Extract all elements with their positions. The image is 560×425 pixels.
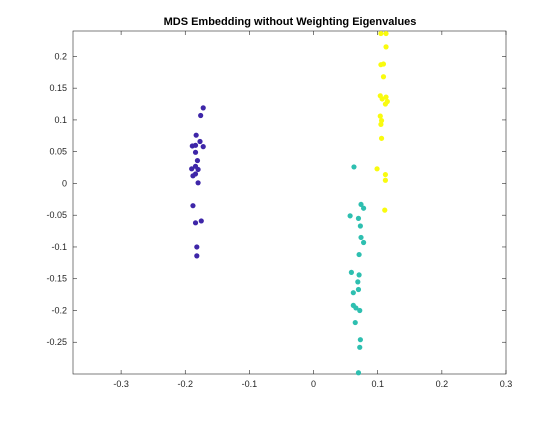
y-tick-label: -0.1 bbox=[51, 242, 67, 252]
data-point bbox=[189, 166, 195, 172]
x-tick-label: -0.1 bbox=[242, 379, 258, 389]
data-point bbox=[194, 253, 200, 259]
y-tick-label: -0.25 bbox=[46, 337, 67, 347]
data-point bbox=[192, 220, 199, 226]
data-point bbox=[382, 171, 389, 178]
data-point bbox=[357, 223, 363, 229]
x-tick-label: -0.3 bbox=[113, 379, 129, 389]
data-point bbox=[189, 143, 195, 149]
x-tick-label: 0 bbox=[311, 379, 316, 389]
data-point bbox=[353, 305, 359, 311]
data-point bbox=[357, 344, 363, 350]
data-point bbox=[348, 269, 355, 275]
data-point bbox=[378, 30, 384, 37]
y-tick-label: -0.2 bbox=[51, 305, 67, 315]
data-point bbox=[356, 272, 362, 278]
y-tick-label: 0.05 bbox=[49, 147, 67, 157]
data-point bbox=[194, 157, 201, 164]
data-point bbox=[192, 149, 199, 155]
data-point bbox=[190, 203, 196, 209]
data-point bbox=[198, 218, 204, 224]
data-point bbox=[192, 171, 199, 177]
data-point bbox=[355, 370, 362, 376]
data-point bbox=[382, 177, 389, 183]
data-point bbox=[358, 201, 364, 208]
data-point bbox=[382, 207, 388, 213]
data-point bbox=[379, 96, 385, 102]
y-tick-label: -0.05 bbox=[46, 210, 67, 220]
data-point bbox=[355, 215, 362, 221]
x-tick-label: -0.2 bbox=[178, 379, 194, 389]
data-point bbox=[360, 239, 367, 246]
plot-area: -0.3 -0.2 -0.1 0 0.1 0.2 0.3 0.2 0.15 0.1 0.05 0 -0.… bbox=[46, 30, 513, 389]
data-point bbox=[358, 234, 364, 241]
data-point bbox=[195, 180, 201, 186]
data-point bbox=[383, 30, 389, 37]
data-point bbox=[193, 132, 199, 138]
data-point bbox=[380, 74, 387, 80]
data-point bbox=[357, 337, 363, 343]
y-tick-label: 0.15 bbox=[49, 83, 67, 93]
data-point bbox=[355, 286, 362, 293]
y-tick-label: -0.15 bbox=[46, 274, 67, 284]
data-point bbox=[377, 113, 383, 119]
data-point bbox=[198, 112, 204, 119]
data-point bbox=[378, 135, 385, 141]
data-point bbox=[197, 138, 203, 145]
data-point bbox=[350, 290, 356, 296]
data-point bbox=[357, 307, 363, 314]
data-point bbox=[360, 205, 367, 211]
data-point bbox=[195, 166, 201, 173]
data-point bbox=[356, 251, 362, 258]
y-tick-label: 0.2 bbox=[54, 51, 67, 61]
data-point bbox=[383, 44, 389, 50]
x-tick-label: 0.3 bbox=[500, 379, 513, 389]
data-point bbox=[382, 101, 389, 107]
data-point bbox=[378, 62, 384, 68]
chart-title: MDS Embedding without Weighting Eigenval… bbox=[164, 16, 417, 28]
data-point bbox=[200, 105, 206, 111]
data-point bbox=[378, 121, 384, 127]
x-tick-label: 0.1 bbox=[371, 379, 384, 389]
data-point bbox=[347, 213, 353, 219]
data-point bbox=[351, 164, 357, 170]
axes-box bbox=[72, 30, 507, 375]
data-point bbox=[374, 166, 380, 172]
y-tick-label: 0.1 bbox=[54, 115, 67, 125]
data-point bbox=[194, 244, 200, 250]
x-tick-label: 0.2 bbox=[436, 379, 449, 389]
y-tick-label: 0 bbox=[62, 178, 67, 188]
data-point bbox=[355, 279, 361, 285]
data-point bbox=[383, 94, 389, 100]
data-point bbox=[352, 319, 358, 326]
data-point bbox=[200, 144, 206, 150]
